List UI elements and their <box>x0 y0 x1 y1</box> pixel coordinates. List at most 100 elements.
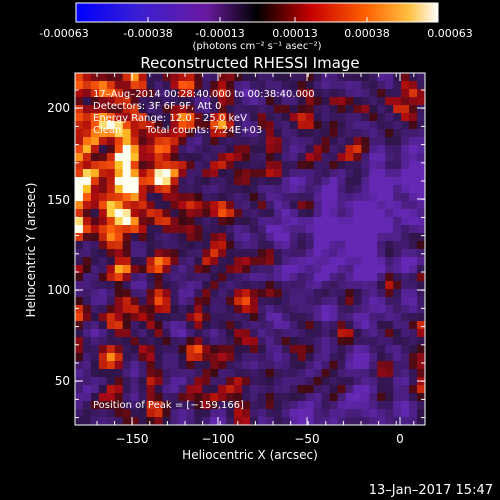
image-pixel <box>337 73 346 82</box>
image-pixel <box>377 409 386 418</box>
image-pixel <box>417 401 425 410</box>
image-pixel <box>281 369 291 378</box>
image-pixel <box>75 193 84 202</box>
image-pixel <box>82 217 92 226</box>
image-pixel <box>242 289 251 298</box>
image-pixel <box>75 257 84 266</box>
image-pixel <box>369 177 378 186</box>
image-pixel <box>369 89 378 98</box>
image-pixel <box>257 385 267 394</box>
image-pixel <box>345 201 354 210</box>
image-pixel <box>297 417 307 425</box>
image-pixel <box>186 345 195 354</box>
peak-position-label: Position of Peak = [−159,166] <box>93 400 244 411</box>
image-pixel <box>377 121 386 130</box>
image-pixel <box>353 377 362 386</box>
image-pixel <box>218 401 227 410</box>
image-pixel <box>337 241 346 250</box>
image-pixel <box>385 225 394 234</box>
image-pixel <box>106 89 116 98</box>
image-pixel <box>361 409 370 418</box>
image-pixel <box>273 161 283 170</box>
image-pixel <box>75 113 84 122</box>
image-pixel <box>186 377 195 386</box>
image-pixel <box>162 337 171 346</box>
image-pixel <box>138 137 147 146</box>
image-pixel <box>313 385 322 394</box>
image-pixel <box>305 177 315 186</box>
image-pixel <box>385 377 394 386</box>
image-pixel <box>178 329 187 338</box>
image-pixel <box>82 73 92 82</box>
image-pixel <box>305 297 315 306</box>
image-pixel <box>250 185 259 194</box>
image-pixel <box>369 401 378 410</box>
image-pixel <box>385 361 394 370</box>
image-pixel <box>226 233 235 242</box>
image-pixel <box>417 193 425 202</box>
image-pixel <box>250 153 259 162</box>
image-pixel <box>122 249 132 258</box>
image-pixel <box>122 337 132 346</box>
image-pixel <box>313 273 322 282</box>
image-pixel <box>98 321 108 330</box>
image-pixel <box>98 161 108 170</box>
image-pixel <box>82 129 92 138</box>
image-pixel <box>162 89 171 98</box>
image-pixel <box>194 321 203 330</box>
image-pixel <box>250 137 259 146</box>
image-pixel <box>369 81 378 90</box>
image-pixel <box>146 361 155 370</box>
image-pixel <box>106 73 116 82</box>
image-pixel <box>409 193 418 202</box>
image-pixel <box>353 281 362 290</box>
image-pixel <box>337 337 346 346</box>
image-pixel <box>146 233 155 242</box>
image-pixel <box>154 345 163 354</box>
image-pixel <box>273 193 283 202</box>
image-pixel <box>321 73 330 82</box>
image-pixel <box>106 257 116 266</box>
image-pixel <box>210 169 219 178</box>
image-pixel <box>369 185 378 194</box>
image-pixel <box>385 129 394 138</box>
image-pixel <box>114 153 124 162</box>
image-pixel <box>138 409 147 418</box>
image-pixel <box>337 369 346 378</box>
image-pixel <box>82 409 92 418</box>
image-pixel <box>186 241 195 250</box>
image-pixel <box>257 265 267 274</box>
image-pixel <box>313 377 322 386</box>
image-pixel <box>289 193 299 202</box>
image-pixel <box>242 177 251 186</box>
image-pixel <box>353 105 362 114</box>
image-pixel <box>170 249 179 258</box>
image-pixel <box>194 153 203 162</box>
image-pixel <box>218 305 227 314</box>
image-pixel <box>297 353 307 362</box>
image-pixel <box>90 81 100 90</box>
image-pixel <box>218 137 227 146</box>
image-pixel <box>257 361 267 370</box>
image-pixel <box>353 265 362 274</box>
image-pixel <box>305 361 315 370</box>
image-pixel <box>369 193 378 202</box>
image-pixel <box>273 233 283 242</box>
image-pixel <box>337 225 346 234</box>
image-pixel <box>361 193 370 202</box>
image-pixel <box>146 201 155 210</box>
image-pixel <box>178 361 187 370</box>
image-pixel <box>186 177 195 186</box>
image-pixel <box>250 73 259 82</box>
image-pixel <box>106 273 116 282</box>
image-pixel <box>90 281 100 290</box>
image-pixel <box>409 417 418 425</box>
image-pixel <box>106 393 116 402</box>
image-pixel <box>82 209 92 218</box>
image-pixel <box>130 73 140 82</box>
image-pixel <box>281 305 291 314</box>
image-pixel <box>202 217 211 226</box>
image-pixel <box>146 193 155 202</box>
image-pixel <box>146 97 155 106</box>
image-pixel <box>218 193 227 202</box>
